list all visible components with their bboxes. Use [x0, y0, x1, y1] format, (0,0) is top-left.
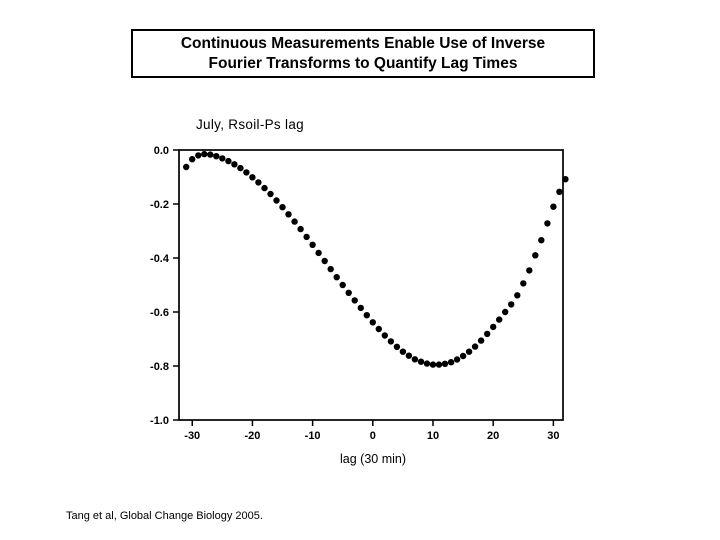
- data-point: [381, 332, 388, 339]
- data-point: [351, 297, 358, 304]
- data-point: [309, 241, 316, 248]
- data-point: [417, 358, 425, 365]
- data-point: [303, 233, 310, 241]
- x-tick-label: 0: [370, 430, 376, 442]
- data-point: [261, 184, 268, 192]
- data-point: [411, 356, 419, 363]
- data-point: [508, 301, 515, 308]
- data-point: [502, 308, 509, 316]
- data-point: [207, 151, 214, 158]
- data-point: [369, 319, 376, 326]
- slide-title-line-2: Fourier Transforms to Quantify Lag Times: [208, 54, 518, 72]
- data-point: [279, 204, 286, 211]
- data-point: [213, 153, 220, 160]
- data-point: [219, 155, 226, 162]
- x-tick-label: -10: [305, 430, 321, 442]
- data-point: [315, 249, 322, 257]
- data-point: [556, 188, 563, 195]
- data-point: [237, 164, 244, 172]
- data-point: [243, 169, 250, 176]
- data-point: [532, 252, 539, 259]
- data-point: [562, 176, 569, 183]
- y-tick-label: 0.0: [154, 145, 169, 157]
- citation: Tang et al, Global Change Biology 2005.: [66, 510, 263, 522]
- slide-title-line-1: Continuous Measurements Enable Use of In…: [180, 34, 546, 52]
- x-tick-label: 30: [547, 430, 559, 442]
- data-point: [327, 265, 334, 273]
- y-tick-label: -0.8: [150, 361, 169, 373]
- data-point: [496, 316, 503, 323]
- data-point: [435, 361, 443, 368]
- x-tick-label: -20: [244, 430, 260, 442]
- data-point: [459, 352, 467, 360]
- y-tick-label: -0.4: [150, 253, 170, 265]
- data-point: [477, 337, 485, 344]
- data-point: [267, 190, 274, 198]
- data-point: [514, 292, 521, 299]
- slide-title-box: Continuous Measurements Enable Use of In…: [131, 29, 595, 78]
- data-point: [285, 211, 292, 218]
- data-point: [345, 289, 352, 296]
- data-point: [520, 280, 527, 287]
- data-point: [321, 257, 328, 265]
- data-point: [183, 163, 190, 171]
- data-point: [231, 161, 238, 168]
- x-tick-label: 20: [487, 430, 499, 442]
- data-point: [333, 274, 340, 281]
- data-point: [297, 225, 304, 233]
- data-point: [273, 197, 280, 204]
- chart-title: July, Rsoil-Ps lag: [196, 117, 304, 132]
- data-point: [363, 312, 370, 319]
- data-point: [550, 203, 557, 210]
- y-tick-label: -1.0: [150, 415, 169, 427]
- data-point: [423, 360, 431, 367]
- data-point: [544, 220, 551, 227]
- data-point: [538, 237, 545, 244]
- data-point: [447, 359, 455, 366]
- data-point: [393, 343, 401, 350]
- x-axis-label: lag (30 min): [340, 452, 406, 466]
- data-point: [225, 157, 232, 165]
- data-point: [255, 179, 262, 186]
- data-point: [387, 338, 395, 345]
- data-point: [441, 360, 449, 367]
- data-point: [189, 156, 196, 163]
- plot-frame: [178, 149, 564, 421]
- y-tick-label: -0.2: [150, 199, 169, 211]
- data-point: [339, 281, 346, 289]
- data-point: [429, 361, 437, 368]
- data-point: [291, 218, 298, 225]
- data-point: [201, 150, 208, 158]
- data-point: [471, 343, 479, 350]
- y-tick-label: -0.6: [150, 307, 169, 319]
- data-point: [399, 348, 407, 355]
- data-point: [453, 356, 461, 363]
- data-point: [249, 174, 256, 181]
- data-point: [465, 348, 473, 355]
- data-point: [490, 323, 497, 331]
- data-point: [526, 267, 533, 274]
- data-point: [484, 330, 491, 338]
- data-point: [357, 304, 364, 312]
- data-point: [195, 152, 202, 159]
- x-tick-label: -30: [184, 430, 200, 442]
- data-point: [375, 325, 382, 333]
- data-point: [405, 352, 413, 359]
- x-tick-label: 10: [427, 430, 439, 442]
